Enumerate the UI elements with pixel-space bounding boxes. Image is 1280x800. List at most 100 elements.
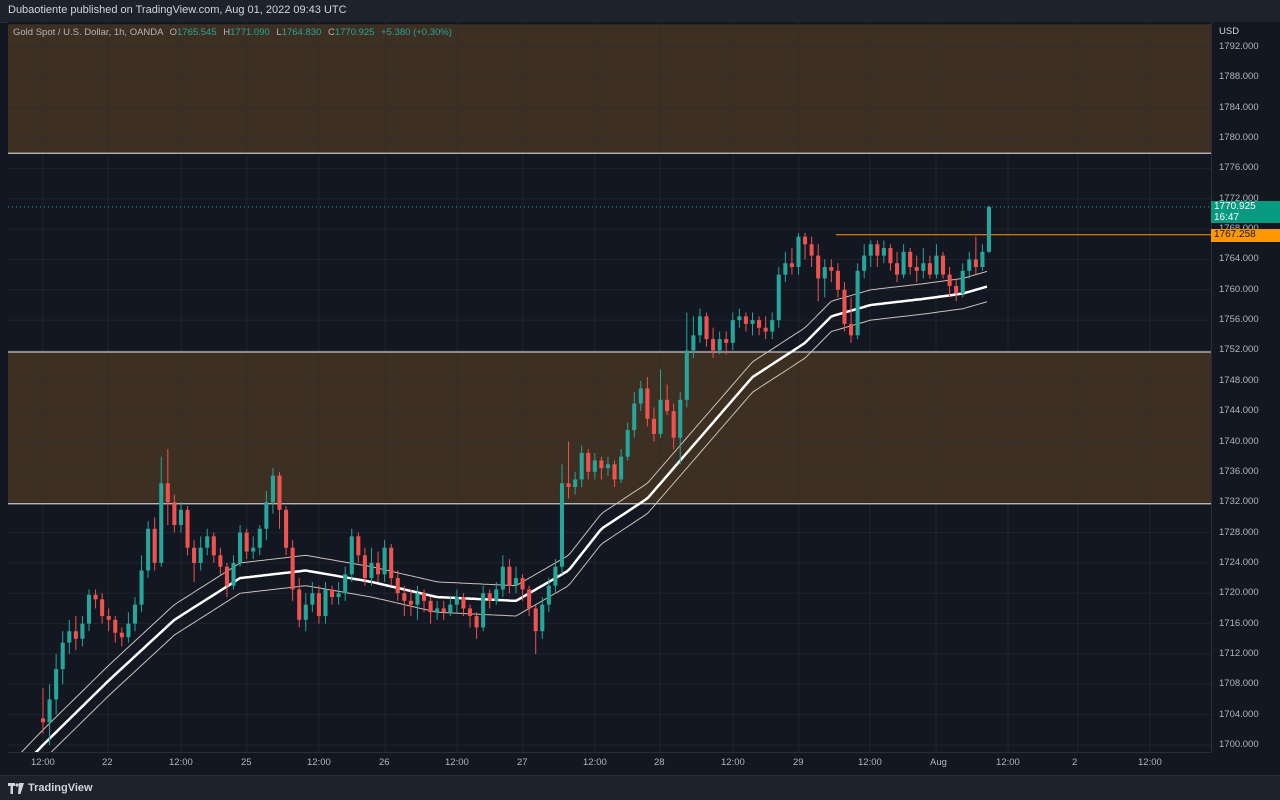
candle-body	[855, 270, 860, 336]
time-tick-label: 12:00	[445, 757, 469, 768]
candle-body	[763, 327, 768, 332]
candle-body	[868, 244, 873, 256]
publisher-info: Dubaotiente published on TradingView.com…	[8, 4, 347, 16]
time-tick-label: 25	[241, 757, 252, 768]
candle-body	[540, 604, 545, 632]
level-price-value: 1767.258	[1214, 229, 1256, 240]
brand-name: TradingView	[28, 782, 93, 794]
candle-body	[316, 593, 321, 617]
candle-body	[376, 562, 381, 575]
price-tick-label: 1760.000	[1219, 283, 1259, 295]
candle-body	[257, 528, 262, 548]
chart-area[interactable]	[8, 22, 1211, 752]
candle-body	[527, 589, 532, 609]
candle-body	[592, 460, 597, 472]
candle-body	[500, 566, 505, 590]
candle-body	[533, 608, 538, 632]
candle-body	[362, 555, 367, 579]
candle-body	[520, 578, 525, 590]
candle-body	[356, 536, 361, 556]
candle-body	[270, 475, 275, 503]
candle-body	[914, 267, 919, 271]
candle-body	[678, 399, 683, 438]
symbol-legend: Gold Spot / U.S. Dollar, 1h, OANDA O1765…	[13, 27, 452, 38]
price-tick-label: 1788.000	[1219, 71, 1259, 83]
price-tick-label: 1700.000	[1219, 739, 1259, 750]
low-label: L	[276, 27, 282, 38]
price-tick-label: 1728.000	[1219, 526, 1259, 538]
candle-body	[454, 597, 459, 605]
time-tick-label: 12:00	[721, 757, 745, 768]
current-price-badge: 1770.925 16:47	[1211, 201, 1280, 223]
time-tick-label: 12:00	[583, 757, 607, 768]
price-tick-label: 1784.000	[1219, 101, 1259, 113]
candle-body	[835, 270, 840, 290]
candle-body	[198, 547, 203, 563]
candle-body	[461, 597, 466, 609]
time-tick-label: 12:00	[1138, 757, 1162, 768]
time-tick-label: 12:00	[858, 757, 882, 768]
time-axis[interactable]: 12:00 22 12:00 25 12:00 26 12:00 27 12:00 28 12:00…	[8, 752, 1211, 775]
candle-body	[139, 570, 144, 605]
candle-body	[671, 411, 676, 438]
tradingview-logo[interactable]: TradingView	[8, 782, 93, 794]
candle-body	[421, 593, 427, 601]
candle-body	[297, 589, 302, 620]
open-label: O	[169, 27, 177, 38]
price-axis[interactable]	[1211, 22, 1280, 752]
band-lower	[50, 301, 988, 752]
band-center	[34, 285, 988, 752]
candle-body	[816, 255, 821, 279]
candle-body	[86, 594, 92, 624]
candle-body	[862, 255, 867, 271]
candle-body	[665, 399, 670, 412]
candle-body	[881, 248, 886, 256]
bar-countdown: 16:47	[1214, 212, 1240, 223]
candle-body	[54, 669, 59, 700]
candle-body	[934, 255, 939, 275]
candle-body	[605, 464, 611, 469]
price-tick-label: 1768.000	[1219, 223, 1259, 234]
zone-0	[8, 24, 1211, 154]
tradingview-logo-icon	[8, 782, 24, 794]
candle-body	[389, 547, 394, 579]
high-value: 1771.090	[230, 27, 270, 38]
candle-body	[349, 536, 354, 575]
price-tick-label: 1712.000	[1219, 647, 1259, 659]
candle-body	[159, 483, 164, 563]
high-label: H	[223, 27, 231, 38]
candle-body	[947, 274, 952, 286]
candle-body	[343, 574, 348, 594]
candle-body	[264, 502, 269, 529]
candle-body	[829, 267, 834, 271]
candle-body	[408, 600, 413, 605]
candle-body	[724, 339, 729, 343]
price-tick-label: 1708.000	[1219, 678, 1259, 690]
price-tick-label: 1740.000	[1219, 435, 1259, 447]
candle-body	[224, 566, 229, 586]
top-bar: Dubaotiente published on TradingView.com…	[0, 0, 1280, 23]
candle-body	[697, 316, 702, 336]
zone-1	[8, 351, 1211, 504]
price-chart[interactable]	[8, 22, 1211, 752]
candle-body	[100, 599, 105, 617]
change-value: +5.380 (+0.30%)	[381, 27, 452, 38]
candle-body	[513, 578, 519, 586]
candle-body	[645, 388, 650, 419]
price-tick-label: 1776.000	[1219, 162, 1259, 174]
candle-body	[619, 456, 624, 480]
candle-body	[330, 589, 335, 598]
candle-body	[192, 547, 197, 563]
candle-body	[822, 267, 827, 279]
candle-body	[901, 251, 906, 275]
candle-body	[185, 509, 190, 548]
price-tick-label: 1704.000	[1219, 708, 1259, 720]
candle-body	[336, 593, 341, 598]
candle-body	[888, 248, 893, 264]
candle-body	[586, 452, 591, 472]
candle-body	[40, 718, 46, 723]
price-tick-label: 1792.000	[1219, 41, 1259, 52]
candle-body	[113, 619, 118, 633]
price-tick-label: 1752.000	[1219, 344, 1259, 356]
price-tick-label: 1732.000	[1219, 496, 1259, 508]
